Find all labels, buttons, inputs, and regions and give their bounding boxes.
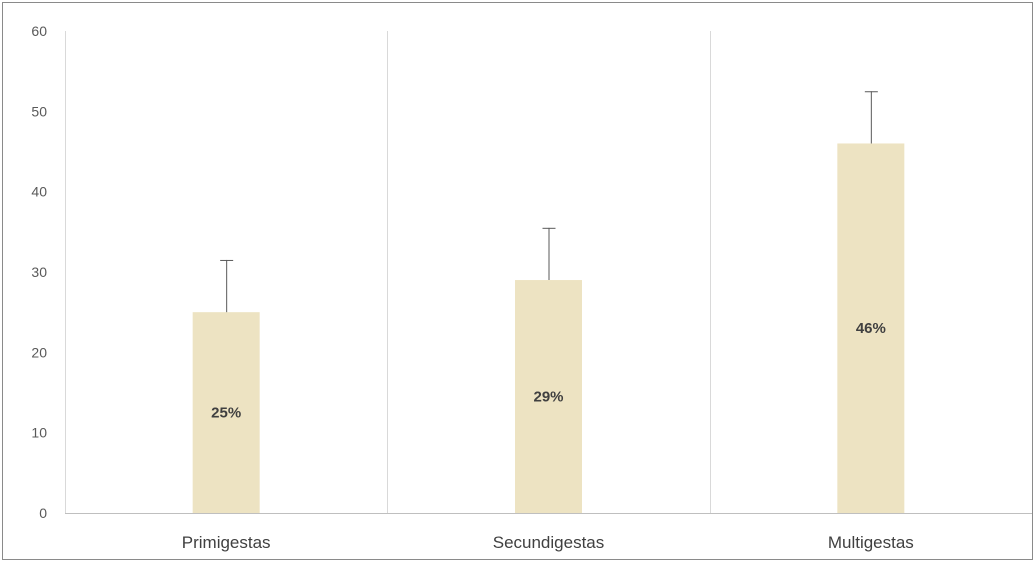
y-tick-label: 50 <box>31 103 47 119</box>
data-label: 25% <box>211 405 241 422</box>
bar <box>192 312 260 513</box>
category-label: Primigestas <box>182 533 271 552</box>
category-label: Multigestas <box>828 533 914 552</box>
y-tick-label: 40 <box>31 184 47 200</box>
y-tick-label: 0 <box>39 505 47 521</box>
bar <box>837 143 905 513</box>
data-label: 46% <box>856 320 886 337</box>
y-tick-label: 20 <box>31 344 47 360</box>
y-tick-label: 60 <box>31 23 47 39</box>
y-tick-label: 10 <box>31 425 47 441</box>
bar <box>515 280 582 513</box>
y-tick-label: 30 <box>31 264 47 280</box>
data-label: 29% <box>533 389 563 406</box>
category-label: Secundigestas <box>493 533 605 552</box>
bar-chart: 0 10 20 30 40 50 60 25% Primigestas 29% Secundiges… <box>31 23 1032 552</box>
